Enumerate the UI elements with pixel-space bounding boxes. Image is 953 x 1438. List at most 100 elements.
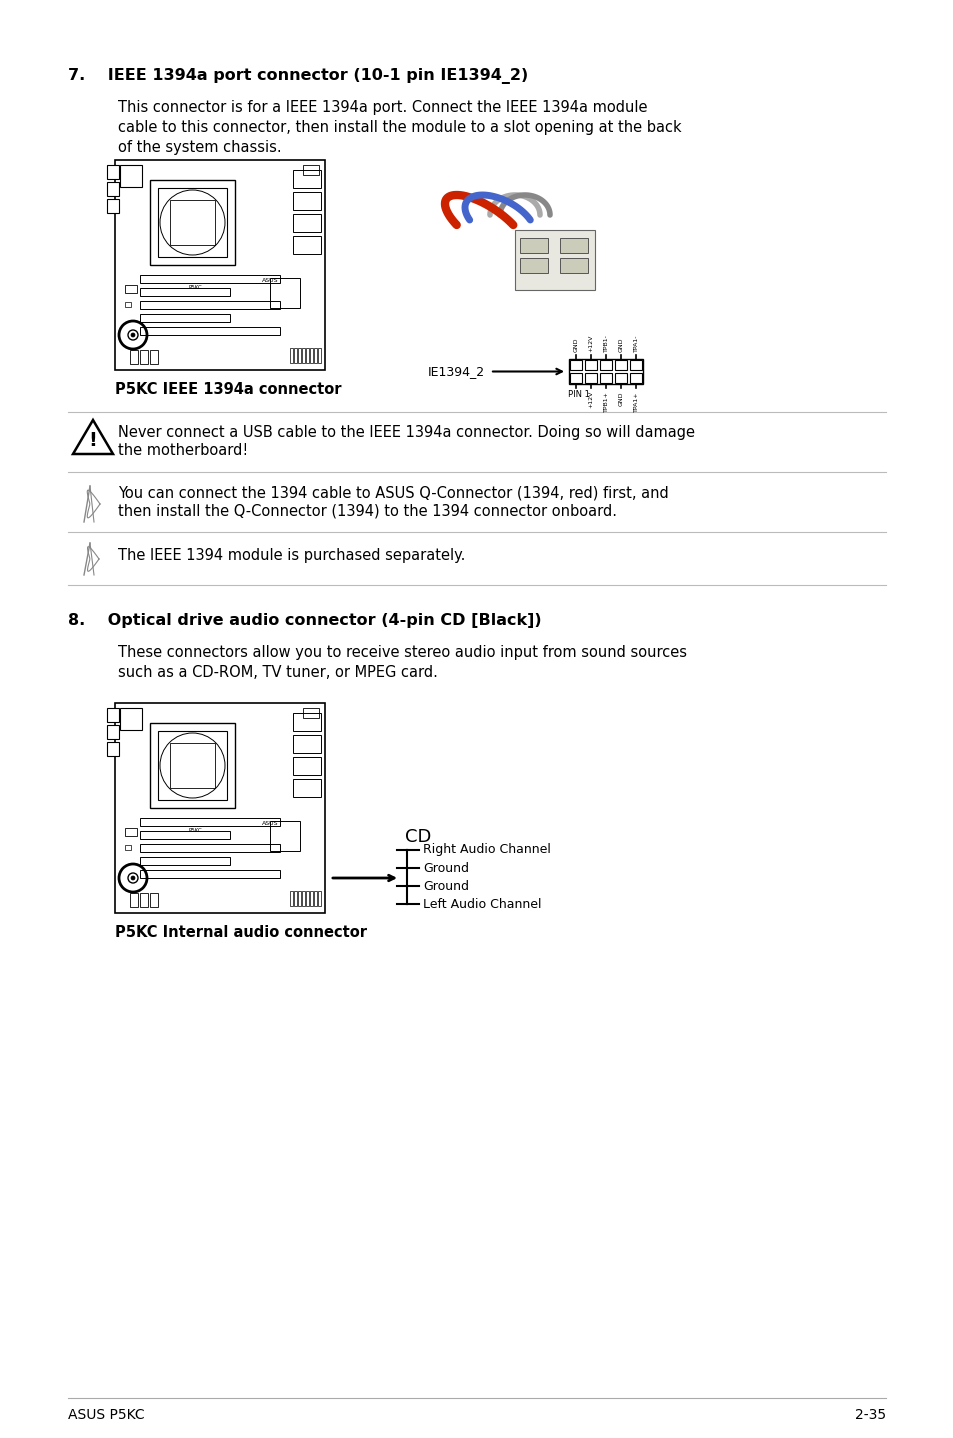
Bar: [125, 285, 137, 293]
Bar: [629, 360, 641, 370]
Polygon shape: [73, 420, 112, 454]
Bar: [107, 183, 119, 196]
Circle shape: [128, 873, 138, 883]
Text: P5KC IEEE 1394a connector: P5KC IEEE 1394a connector: [115, 383, 341, 397]
Bar: [519, 239, 547, 253]
Text: P5KC Internal audio connector: P5KC Internal audio connector: [115, 925, 367, 940]
Text: ASUS: ASUS: [261, 821, 278, 825]
Bar: [170, 743, 214, 788]
Text: !: !: [89, 430, 97, 450]
Bar: [290, 348, 293, 362]
Bar: [107, 165, 119, 178]
Bar: [170, 200, 214, 244]
Bar: [569, 360, 581, 370]
Bar: [302, 348, 305, 362]
Text: 7.    IEEE 1394a port connector (10-1 pin IE1394_2): 7. IEEE 1394a port connector (10-1 pin I…: [68, 68, 528, 83]
Bar: [140, 275, 280, 283]
Text: TPB1-: TPB1-: [603, 334, 608, 352]
Text: GND: GND: [618, 338, 623, 352]
Text: cable to this connector, then install the module to a slot opening at the back: cable to this connector, then install th…: [118, 119, 680, 135]
Bar: [115, 160, 325, 370]
Bar: [107, 707, 119, 722]
Text: Ground: Ground: [422, 861, 469, 874]
Bar: [317, 892, 320, 906]
Bar: [140, 857, 230, 866]
Text: You can connect the 1394 cable to ASUS Q-Connector (1394, red) first, and: You can connect the 1394 cable to ASUS Q…: [118, 485, 668, 500]
Bar: [314, 892, 316, 906]
Bar: [115, 703, 325, 913]
Bar: [293, 236, 320, 255]
Bar: [615, 372, 626, 383]
Bar: [293, 779, 320, 797]
Circle shape: [128, 329, 138, 339]
Bar: [306, 348, 309, 362]
Bar: [310, 348, 313, 362]
Text: Right Audio Channel: Right Audio Channel: [422, 844, 550, 857]
Circle shape: [131, 334, 135, 336]
Bar: [569, 372, 581, 383]
Text: These connectors allow you to receive stereo audio input from sound sources: These connectors allow you to receive st…: [118, 646, 686, 660]
Bar: [140, 313, 230, 322]
Bar: [306, 892, 309, 906]
Bar: [270, 821, 299, 851]
Text: P5KC: P5KC: [188, 828, 202, 833]
Bar: [150, 723, 234, 808]
Text: ASUS P5KC: ASUS P5KC: [68, 1408, 145, 1422]
Bar: [270, 278, 299, 308]
Bar: [293, 170, 320, 188]
Text: The IEEE 1394 module is purchased separately.: The IEEE 1394 module is purchased separa…: [118, 548, 465, 564]
Text: Left Audio Channel: Left Audio Channel: [422, 897, 541, 910]
Bar: [293, 756, 320, 775]
Text: such as a CD-ROM, TV tuner, or MPEG card.: such as a CD-ROM, TV tuner, or MPEG card…: [118, 664, 437, 680]
Bar: [107, 198, 119, 213]
Bar: [559, 257, 587, 273]
Text: +12V: +12V: [588, 391, 593, 408]
Bar: [568, 360, 642, 384]
Text: P5KC: P5KC: [188, 285, 202, 290]
Text: This connector is for a IEEE 1394a port. Connect the IEEE 1394a module: This connector is for a IEEE 1394a port.…: [118, 101, 647, 115]
Bar: [293, 735, 320, 754]
Text: TPB1+: TPB1+: [603, 391, 608, 411]
Bar: [150, 180, 234, 265]
Bar: [120, 707, 142, 731]
Text: CD: CD: [405, 828, 431, 846]
Text: IE1394_2: IE1394_2: [428, 365, 484, 378]
Bar: [297, 892, 301, 906]
Bar: [140, 326, 280, 335]
Bar: [140, 301, 280, 309]
Bar: [158, 188, 227, 257]
Bar: [293, 713, 320, 731]
Text: GND: GND: [573, 338, 578, 352]
Bar: [519, 257, 547, 273]
Bar: [293, 214, 320, 232]
Bar: [314, 348, 316, 362]
Text: +12V: +12V: [588, 335, 593, 352]
Bar: [125, 302, 131, 306]
Bar: [158, 731, 227, 800]
Bar: [107, 725, 119, 739]
Text: GND: GND: [618, 391, 623, 406]
Bar: [140, 288, 230, 296]
Bar: [310, 892, 313, 906]
Bar: [293, 193, 320, 210]
Bar: [317, 348, 320, 362]
Bar: [150, 349, 158, 364]
Bar: [302, 892, 305, 906]
Bar: [140, 349, 148, 364]
Bar: [297, 348, 301, 362]
Bar: [140, 818, 280, 825]
Bar: [599, 360, 612, 370]
Bar: [150, 893, 158, 907]
Text: of the system chassis.: of the system chassis.: [118, 139, 281, 155]
Bar: [140, 831, 230, 838]
Bar: [294, 892, 296, 906]
Text: TPA1+: TPA1+: [633, 391, 638, 411]
Bar: [599, 372, 612, 383]
Bar: [130, 893, 138, 907]
Bar: [584, 372, 597, 383]
Bar: [130, 349, 138, 364]
Bar: [303, 707, 318, 718]
Text: the motherboard!: the motherboard!: [118, 443, 248, 457]
Text: Ground: Ground: [422, 880, 469, 893]
Bar: [140, 870, 280, 879]
